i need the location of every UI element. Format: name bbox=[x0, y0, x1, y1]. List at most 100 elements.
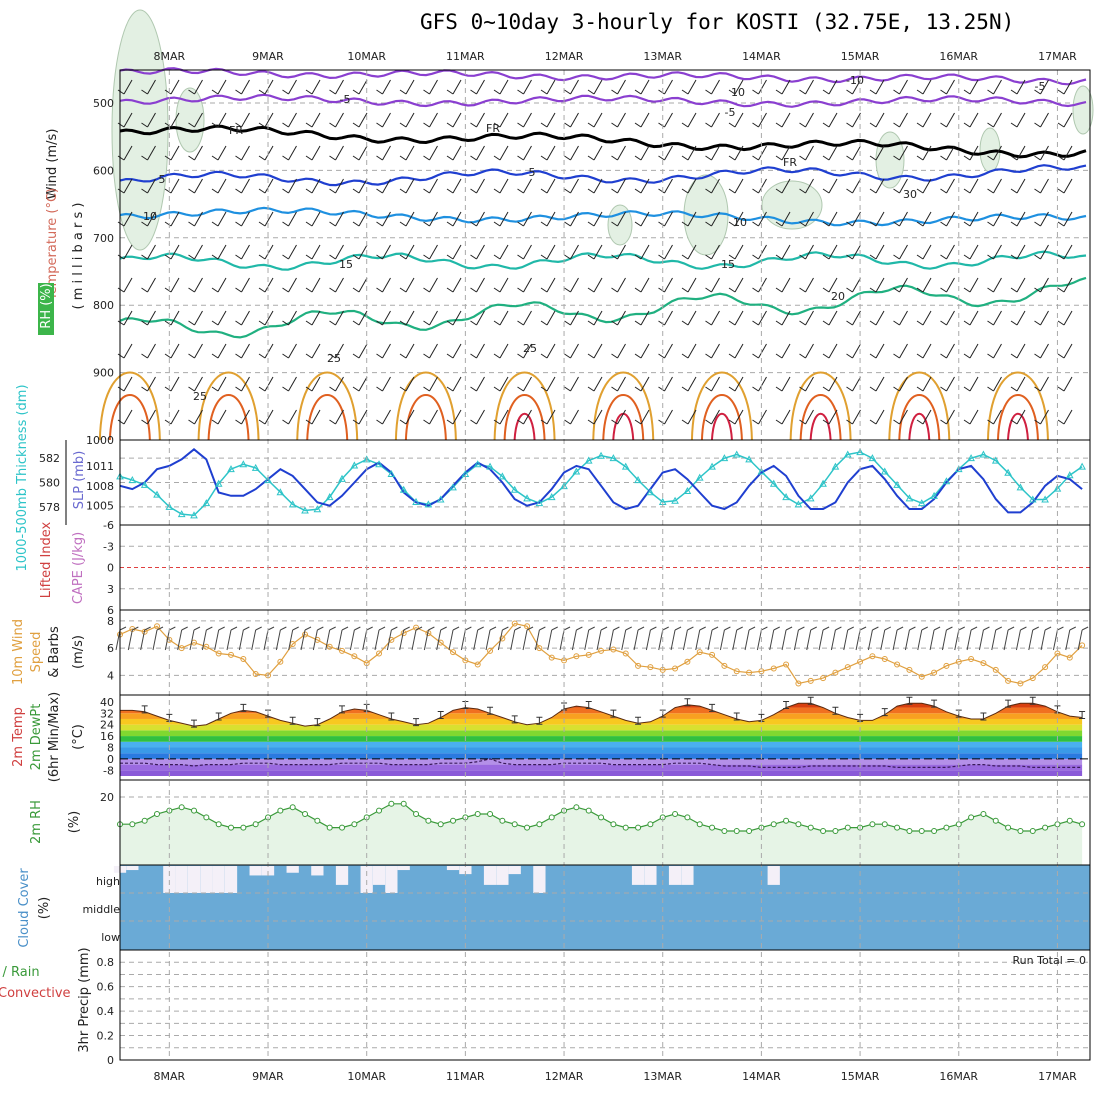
contour-15 bbox=[119, 250, 1087, 271]
minmax-marker bbox=[240, 703, 247, 712]
wind-background bbox=[120, 610, 1090, 695]
wind-barb bbox=[946, 376, 955, 392]
wind-barb-flag bbox=[1057, 287, 1065, 293]
wind-barb-flag bbox=[470, 386, 477, 392]
wind-barb-flag bbox=[634, 155, 642, 161]
bottom-date-label: 13MAR bbox=[643, 1070, 682, 1083]
wind-barb-flag bbox=[799, 89, 806, 95]
wind-barb-flag bbox=[1034, 254, 1041, 260]
temp-band bbox=[120, 753, 1083, 759]
wind-barb bbox=[288, 79, 297, 95]
thickness-point bbox=[979, 450, 988, 458]
wind-speed-point bbox=[598, 647, 605, 654]
wind-barb-flag bbox=[869, 353, 877, 359]
wind-barb bbox=[617, 79, 626, 95]
wind-barb bbox=[559, 629, 565, 651]
wind-barb bbox=[523, 112, 532, 128]
wind-barb-flag bbox=[211, 353, 219, 359]
wind-barb-flag bbox=[587, 386, 595, 392]
wind-barb bbox=[170, 310, 180, 326]
wind-barb-flag bbox=[587, 419, 595, 425]
wind-barb-flag bbox=[446, 353, 454, 359]
wind-barb-flag bbox=[376, 188, 383, 194]
thickness-point bbox=[510, 485, 519, 493]
temp-band bbox=[120, 724, 1083, 731]
wind-barb-flag bbox=[423, 122, 430, 128]
wind-barb-flag bbox=[587, 254, 595, 260]
minmax-marker bbox=[141, 705, 148, 714]
contour-35 bbox=[513, 412, 536, 441]
bottom-date-labels: 8MAR 9MAR 10MAR 11MAR 12MAR 13MAR 14MAR 15MAR 16… bbox=[154, 1070, 1078, 1083]
wind-barb bbox=[362, 629, 368, 651]
thickness-point bbox=[683, 486, 692, 495]
wind-barb-flag bbox=[799, 122, 806, 128]
wind-barb-flag bbox=[282, 122, 289, 128]
wind-barb-flag bbox=[799, 386, 806, 392]
wind-barb-flag bbox=[705, 386, 712, 392]
precip-tick-label: 0.8 bbox=[97, 956, 115, 969]
wind-barb bbox=[711, 112, 720, 128]
rh-point bbox=[450, 817, 457, 824]
wind-barb bbox=[899, 145, 908, 161]
wind-barb-flag bbox=[893, 122, 900, 128]
wind-barb bbox=[852, 409, 861, 425]
wind-barb bbox=[546, 376, 556, 392]
wind-barb bbox=[241, 343, 250, 359]
contour-25 bbox=[592, 371, 655, 441]
wind-barb bbox=[405, 112, 415, 128]
wind-barb bbox=[452, 211, 462, 227]
wind-barb bbox=[335, 343, 344, 359]
thickness-point bbox=[264, 476, 272, 484]
precip-background bbox=[120, 950, 1090, 1060]
wind-barb-flag bbox=[705, 122, 712, 128]
wind-barb-flag bbox=[352, 155, 360, 161]
rh-point bbox=[400, 800, 407, 807]
rh-point bbox=[980, 811, 987, 817]
minmax-marker bbox=[585, 701, 592, 710]
wind-barb-flag bbox=[893, 419, 900, 425]
wind-barb-flag bbox=[681, 419, 689, 425]
minmax-marker bbox=[536, 716, 543, 725]
wind-barb bbox=[734, 145, 744, 161]
wind-barb bbox=[875, 376, 885, 392]
wind-barb bbox=[852, 343, 861, 359]
minmax-marker bbox=[807, 696, 814, 705]
rh2m-panel bbox=[117, 780, 1090, 865]
minmax-marker bbox=[733, 712, 740, 721]
thickness-point bbox=[350, 461, 359, 469]
wind-barb bbox=[127, 629, 133, 651]
wind-barb-flag bbox=[1010, 122, 1018, 128]
cloud-high-bar bbox=[187, 866, 201, 893]
wind-barb bbox=[523, 178, 532, 194]
contour-30 bbox=[602, 394, 645, 441]
wind-barb-flag bbox=[470, 155, 477, 161]
wind-barb-flag bbox=[963, 221, 971, 227]
wind-barb-flag bbox=[352, 122, 360, 128]
wind-barb bbox=[904, 629, 910, 651]
wind-barb bbox=[852, 145, 861, 161]
wind-barb bbox=[499, 277, 509, 293]
wind-barb bbox=[664, 409, 673, 425]
temp-tick-label: 24 bbox=[100, 719, 114, 732]
wind-barb-flag bbox=[188, 155, 195, 161]
wind-barb-flag bbox=[681, 320, 689, 326]
wind-barb bbox=[687, 409, 697, 425]
wind-barb bbox=[946, 112, 955, 128]
wind-barb bbox=[523, 244, 532, 260]
wind-barb bbox=[570, 112, 579, 128]
wind-barb bbox=[711, 376, 720, 392]
rh-point bbox=[881, 821, 888, 828]
wind-barb-flag bbox=[658, 287, 665, 293]
wind-barb bbox=[405, 343, 415, 359]
contour-label: FR bbox=[229, 124, 243, 137]
wind-barb-flag bbox=[540, 419, 548, 425]
wind-barb bbox=[1063, 112, 1073, 128]
wind-barb bbox=[275, 629, 281, 651]
wind-barb-flag bbox=[188, 89, 195, 95]
wind-barb-flag bbox=[317, 626, 324, 631]
minmax-marker bbox=[1079, 711, 1086, 720]
wind-speed-point bbox=[881, 656, 888, 662]
wind-barb-flag bbox=[493, 188, 501, 194]
wind-barb-flag bbox=[305, 320, 313, 326]
wind-barb bbox=[429, 178, 438, 194]
